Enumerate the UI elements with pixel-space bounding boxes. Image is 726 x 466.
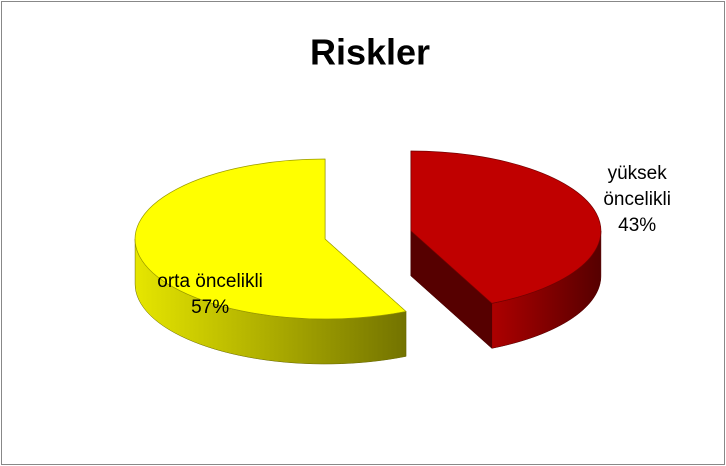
data-label: yüksek öncelikli 43% <box>582 161 692 239</box>
chart-title: Riskler <box>310 32 430 73</box>
data-label: orta öncelikli 57% <box>155 269 265 321</box>
category-label: yüksek öncelikli <box>603 162 671 210</box>
value-label: 43% <box>618 214 657 236</box>
category-label: orta öncelikli <box>157 270 263 292</box>
value-label: 57% <box>191 296 230 318</box>
slice <box>410 150 602 304</box>
slice <box>134 158 407 320</box>
